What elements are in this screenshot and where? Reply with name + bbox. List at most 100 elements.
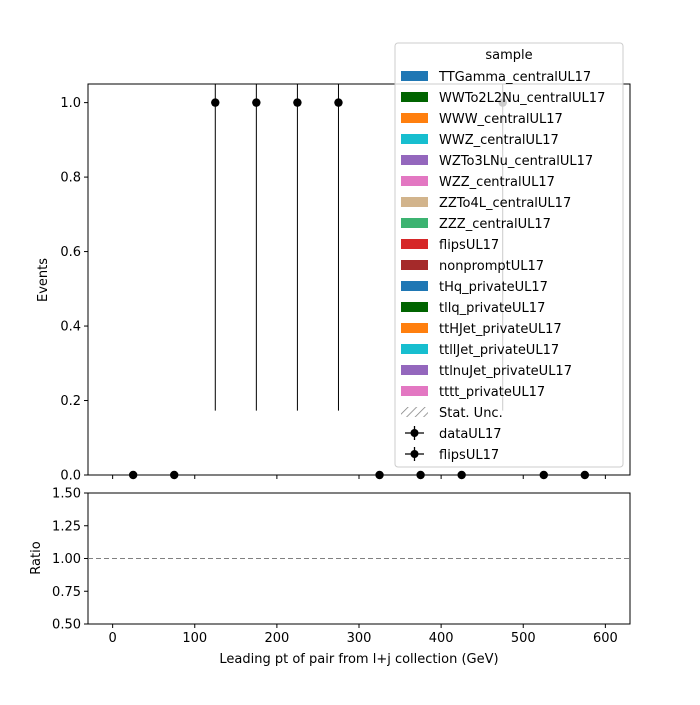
x-tick-label: 300 — [347, 631, 372, 646]
ratio-y-tick-label: 0.50 — [52, 618, 81, 633]
legend-swatch — [401, 281, 428, 291]
data-point — [128, 470, 138, 480]
ratio-y-tick-label: 1.25 — [52, 519, 81, 534]
legend-label: flipsUL17 — [439, 238, 499, 253]
y-tick-label: 0.0 — [60, 469, 81, 484]
data-point — [539, 470, 548, 480]
legend-marker — [410, 450, 419, 458]
legend-swatch — [401, 176, 428, 186]
legend-label: ttlnuJet_privateUL17 — [439, 364, 572, 379]
x-tick-label: 400 — [429, 631, 454, 646]
legend-item: ttllJet_privateUL17 — [401, 343, 559, 358]
legend-swatch — [401, 155, 428, 165]
data-point — [457, 470, 466, 480]
legend-swatch — [401, 218, 428, 228]
legend-item: Stat. Unc. — [401, 406, 503, 421]
legend-label: TTGamma_centralUL17 — [438, 70, 591, 85]
legend-item: ZZZ_centralUL17 — [401, 217, 551, 232]
legend-label: ttHJet_privateUL17 — [439, 322, 562, 337]
legend-item: flipsUL17 — [401, 238, 499, 253]
legend-item: WWTo2L2Nu_centralUL17 — [401, 91, 605, 106]
main-y-axis-label: Events — [36, 258, 51, 302]
legend-label: flipsUL17 — [439, 448, 499, 463]
legend-label: WWZ_centralUL17 — [439, 133, 559, 148]
main-y-ticks: 0.0 0.2 0.4 0.6 0.8 1.0 — [60, 96, 88, 484]
legend-swatch — [401, 344, 428, 354]
legend-marker — [410, 429, 419, 437]
ratio-y-tick-label: 0.75 — [52, 585, 81, 600]
legend-label: Stat. Unc. — [439, 406, 503, 421]
legend-label: ttllJet_privateUL17 — [439, 343, 559, 358]
legend-items: TTGamma_centralUL17 WWTo2L2Nu_centralUL17… — [401, 70, 605, 463]
data-point — [334, 98, 343, 107]
legend-label: WWTo2L2Nu_centralUL17 — [439, 91, 605, 106]
legend-label: ZZTo4L_centralUL17 — [439, 196, 571, 211]
legend-swatch — [401, 302, 428, 312]
legend-item: tllq_privateUL17 — [401, 301, 545, 316]
legend-swatch — [401, 386, 428, 396]
legend-hatch-swatch — [401, 407, 428, 417]
legend-item: WZZ_centralUL17 — [401, 175, 555, 190]
ratio-y-tick-label: 1.50 — [52, 487, 81, 502]
legend-label: nonpromptUL17 — [439, 259, 544, 274]
ratio-x-ticks: 0 100 200 300 400 500 600 — [108, 624, 618, 646]
legend-label: tHq_privateUL17 — [439, 280, 548, 295]
legend-label: WZZ_centralUL17 — [439, 175, 555, 190]
legend-swatch — [401, 323, 428, 333]
legend-item: WWW_centralUL17 — [401, 112, 563, 127]
x-tick-label: 100 — [182, 631, 207, 646]
main-x-ticks — [112, 475, 606, 479]
x-axis-label: Leading pt of pair from l+j collection (… — [219, 652, 498, 667]
ratio-y-axis-label: Ratio — [29, 541, 44, 574]
legend-label: tttt_privateUL17 — [439, 385, 545, 400]
legend-item: flipsUL17 — [405, 447, 499, 463]
data-point — [170, 470, 179, 480]
data-point — [580, 470, 590, 480]
legend-item: dataUL17 — [405, 426, 502, 442]
data-point — [211, 98, 220, 107]
y-tick-label: 0.8 — [60, 171, 81, 186]
legend-label: ZZZ_centralUL17 — [439, 217, 551, 232]
legend-swatch — [401, 71, 428, 81]
legend-item: tttt_privateUL17 — [401, 385, 545, 400]
ratio-y-ticks: 0.50 0.75 1.00 1.25 1.50 — [52, 487, 88, 633]
legend-frame — [394, 42, 624, 468]
legend-label: WWW_centralUL17 — [439, 112, 563, 127]
legend-item: ttHJet_privateUL17 — [401, 322, 562, 337]
legend-swatch — [401, 365, 428, 375]
data-point — [293, 98, 302, 107]
legend-swatch — [401, 113, 428, 123]
legend-item: ZZTo4L_centralUL17 — [401, 196, 571, 211]
legend-swatch — [401, 92, 428, 102]
legend-label: WZTo3LNu_centralUL17 — [439, 154, 593, 169]
x-tick-label: 600 — [593, 631, 618, 646]
legend-swatch — [401, 239, 428, 249]
legend-item: WWZ_centralUL17 — [401, 133, 559, 148]
data-point — [375, 470, 384, 480]
legend-label: tllq_privateUL17 — [439, 301, 545, 316]
y-tick-label: 0.6 — [60, 245, 81, 260]
data-point — [252, 98, 261, 107]
x-tick-label: 0 — [108, 631, 116, 646]
x-tick-label: 500 — [511, 631, 536, 646]
legend-item: TTGamma_centralUL17 — [401, 70, 591, 85]
legend-item: nonpromptUL17 — [401, 259, 544, 274]
legend-swatch — [401, 197, 428, 207]
y-tick-label: 1.0 — [60, 96, 81, 111]
legend-label: dataUL17 — [439, 427, 502, 442]
legend-item: WZTo3LNu_centralUL17 — [401, 154, 593, 169]
ratio-panel: 0.50 0.75 1.00 1.25 1.50 0 100 200 300 400 500 600… — [29, 487, 631, 667]
legend: sample TTGamma_centralUL17 WWTo2L2Nu_cent… — [394, 42, 624, 468]
legend-item: ttlnuJet_privateUL17 — [401, 364, 572, 379]
y-tick-label: 0.2 — [60, 394, 81, 409]
legend-swatch — [401, 260, 428, 270]
y-tick-label: 0.4 — [60, 320, 81, 335]
legend-title: sample — [485, 48, 532, 63]
data-point — [416, 470, 425, 480]
ratio-y-tick-label: 1.00 — [52, 552, 81, 567]
legend-swatch — [401, 134, 428, 144]
x-tick-label: 200 — [264, 631, 289, 646]
legend-item: tHq_privateUL17 — [401, 280, 548, 295]
